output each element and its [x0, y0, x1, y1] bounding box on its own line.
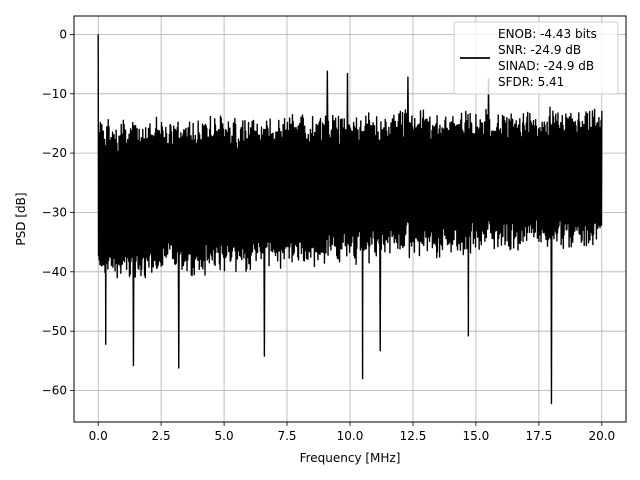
x-tick-label: 10.0	[337, 429, 364, 443]
legend-box	[453, 21, 619, 95]
legend: ENOB: -4.43 bits SNR: -24.9 dB SINAD: -2…	[453, 21, 619, 95]
x-tick-label: 17.5	[526, 429, 553, 443]
x-tick-label: 15.0	[463, 429, 490, 443]
y-tick-label: −60	[42, 384, 67, 398]
x-tick-label: 5.0	[215, 429, 234, 443]
x-tick-label: 12.5	[400, 429, 427, 443]
y-tick-label: −40	[42, 265, 67, 279]
legend-enob: ENOB: -4.43 bits	[498, 27, 597, 41]
y-tick-label: −30	[42, 206, 67, 220]
x-tick-label: 20.0	[588, 429, 615, 443]
y-tick-label: −10	[42, 87, 67, 101]
psd-line	[97, 34, 603, 405]
legend-sinad: SINAD: -24.9 dB	[498, 59, 594, 73]
y-tick-label: −20	[42, 146, 67, 160]
y-tick-label: −50	[42, 324, 67, 338]
x-tick-label: 2.5	[152, 429, 171, 443]
axis-ticks: 0.0 2.5 5.0 7.5 10.0 12.5 15.0 17.5 20.0 0 −10 −20 −…	[42, 27, 615, 443]
plot-frame	[73, 15, 627, 423]
y-tick-label: 0	[59, 27, 67, 41]
psd-series	[97, 34, 603, 405]
y-axis-label: PSD [dB]	[14, 192, 28, 245]
legend-sfdr: SFDR: 5.41	[498, 75, 564, 89]
x-tick-label: 0.0	[89, 429, 108, 443]
x-tick-label: 7.5	[277, 429, 296, 443]
x-axis-label: Frequency [MHz]	[300, 451, 401, 465]
legend-snr: SNR: -24.9 dB	[498, 43, 581, 57]
